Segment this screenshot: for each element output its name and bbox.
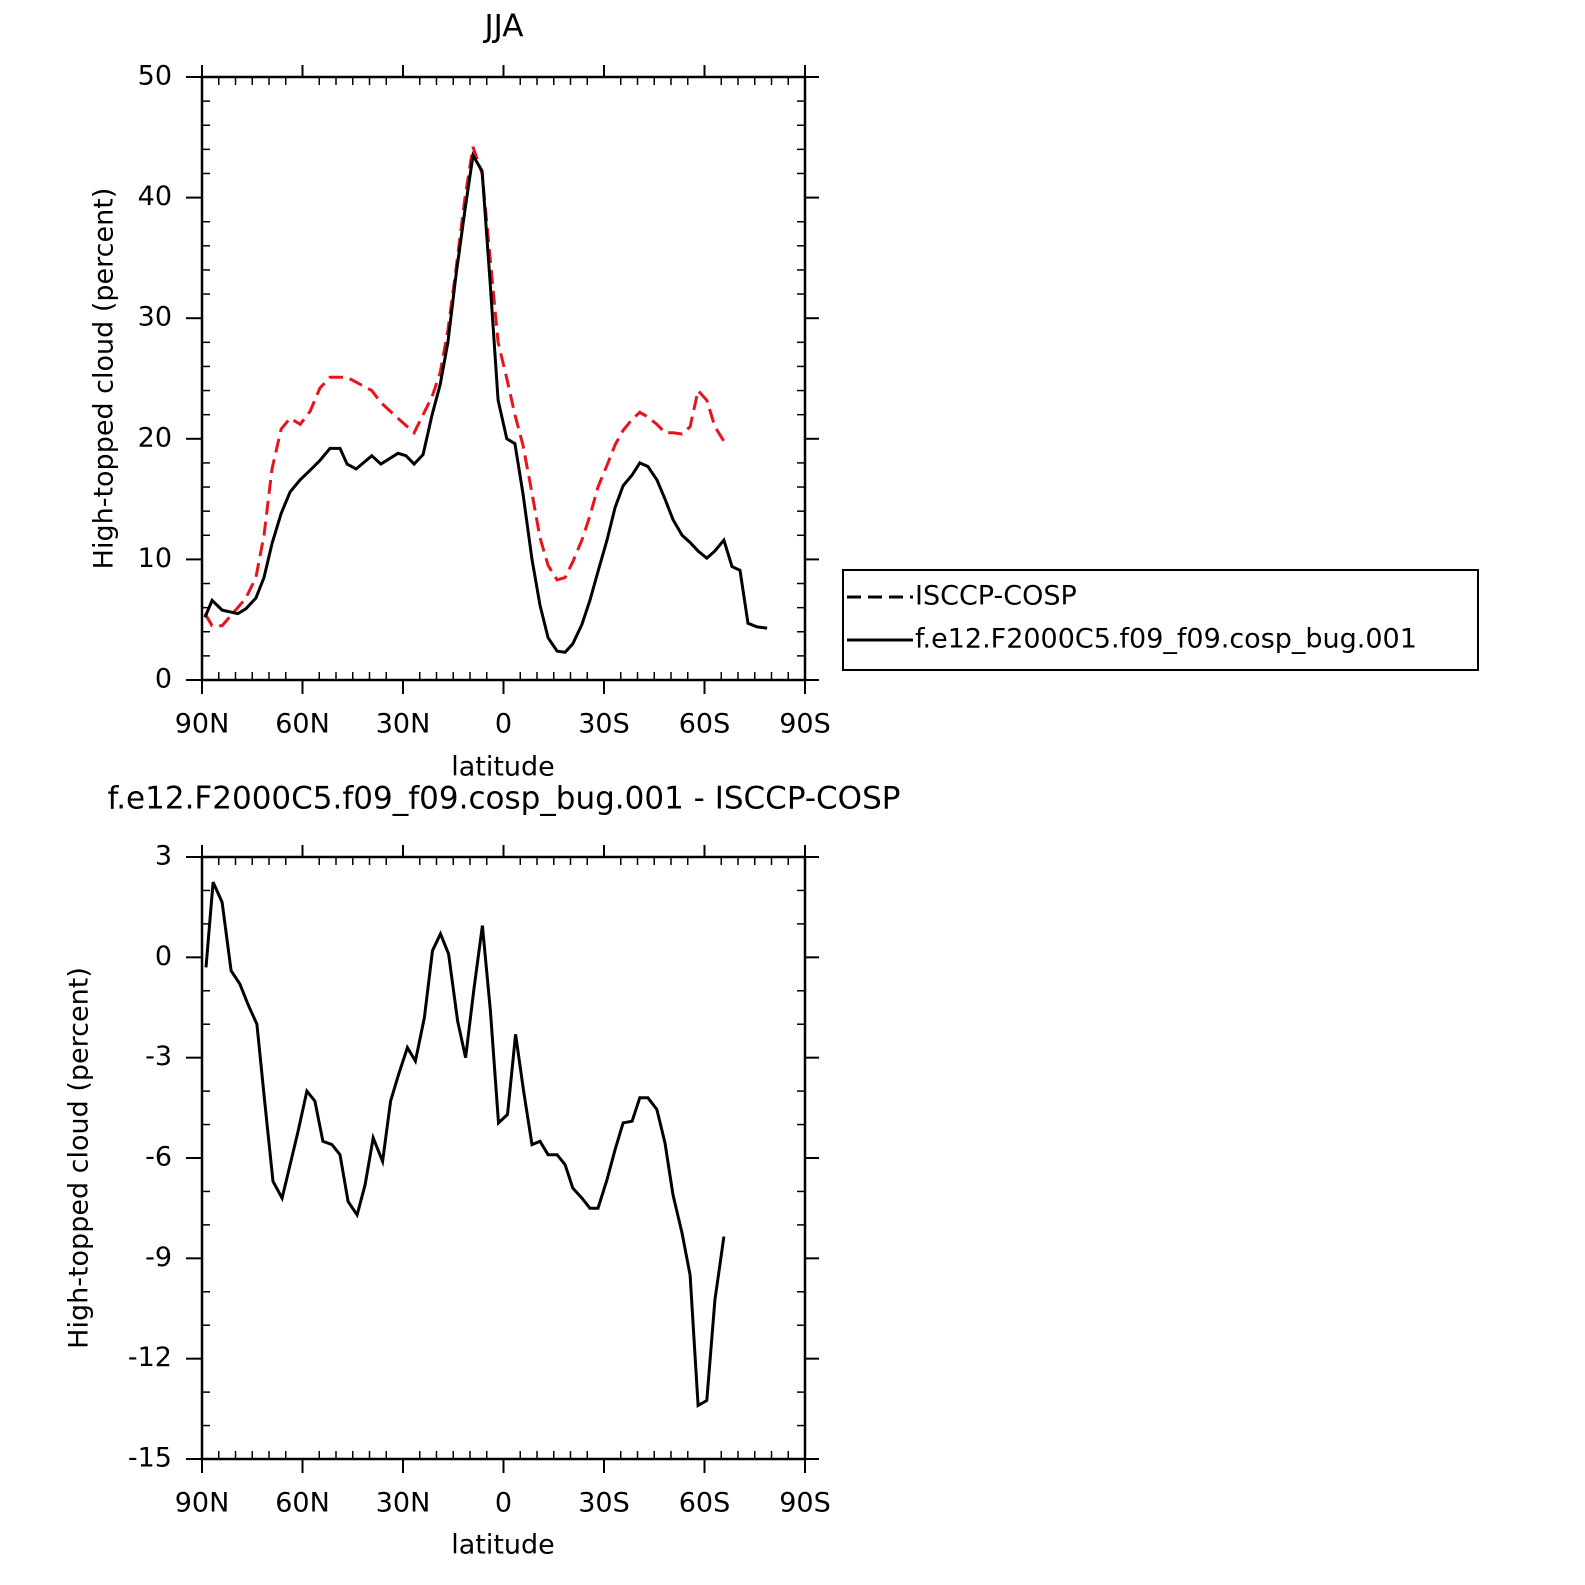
x-tick-label: 90N (175, 1488, 230, 1519)
x-tick-label: 90S (779, 1488, 831, 1519)
y-tick-label: 0 (155, 664, 172, 695)
legend-label: f.e12.F2000C5.f09_f09.cosp_bug.001 (915, 624, 1417, 655)
x-tick-label: 60S (679, 709, 731, 740)
plot-frame (200, 75, 807, 682)
y-tick-label: 0 (155, 941, 172, 972)
chart-title: JJA (483, 9, 524, 45)
x-axis-label: latitude (451, 1530, 555, 1561)
y-tick-label: 40 (138, 181, 172, 212)
y-tick-label: -12 (128, 1342, 172, 1373)
x-tick-label: 0 (495, 1488, 512, 1519)
y-tick-label: 10 (138, 543, 172, 574)
y-tick-label: -9 (145, 1242, 172, 1273)
x-tick-label: 30N (376, 1488, 431, 1519)
y-tick-label: -6 (145, 1142, 172, 1173)
data-line (203, 150, 768, 654)
y-tick-label: -15 (128, 1443, 172, 1474)
x-tick-label: 60N (275, 1488, 330, 1519)
y-axis-label: High-topped cloud (percent) (64, 967, 95, 1349)
x-tick-label: 0 (495, 709, 512, 740)
plot-frame (200, 855, 807, 1461)
x-axis-label: latitude (451, 752, 555, 783)
x-tick-label: 90N (175, 709, 230, 740)
y-tick-label: 20 (138, 422, 172, 453)
x-tick-label: 30S (578, 709, 630, 740)
chart-title: f.e12.F2000C5.f09_f09.cosp_bug.001 - ISC… (108, 781, 901, 817)
x-tick-label: 60N (275, 709, 330, 740)
y-tick-label: 30 (138, 302, 172, 333)
y-tick-label: 50 (138, 61, 172, 92)
y-axis-label: High-topped cloud (percent) (89, 188, 120, 570)
x-tick-label: 30S (578, 1488, 630, 1519)
legend-label: ISCCP-COSP (915, 581, 1077, 612)
x-tick-label: 60S (679, 1488, 731, 1519)
data-line (204, 881, 726, 1409)
y-tick-label: -3 (145, 1041, 172, 1072)
x-tick-label: 90S (779, 709, 831, 740)
x-tick-label: 30N (376, 709, 431, 740)
y-tick-label: 3 (155, 841, 172, 872)
legend-box (842, 569, 1479, 671)
